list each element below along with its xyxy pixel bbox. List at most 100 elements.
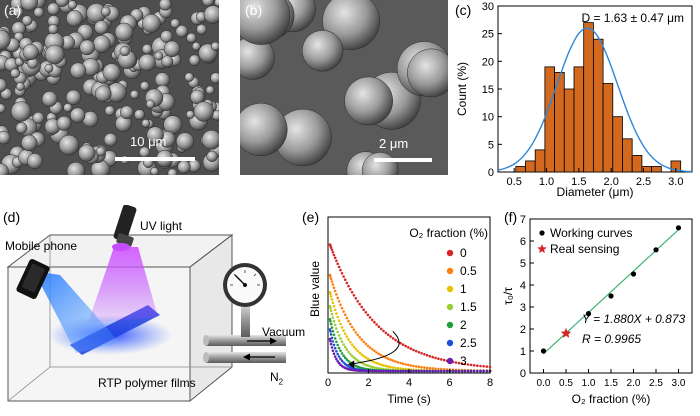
- microsphere: [142, 13, 161, 33]
- working-point: [630, 271, 637, 277]
- fit-r-value: R = 0.9965: [582, 332, 641, 346]
- microsphere: [66, 161, 86, 175]
- legend-marker-2.5: [446, 339, 454, 347]
- data-point-2.5: [333, 346, 337, 350]
- data-point-1: [349, 340, 352, 344]
- data-point-1.5: [364, 363, 368, 367]
- data-point-2: [360, 366, 363, 370]
- n2-text: N: [270, 370, 279, 384]
- microsphere: [0, 103, 6, 114]
- data-point-2.5: [330, 336, 334, 340]
- camera-view-beam: [34, 271, 120, 353]
- x-tick-label: 1.0: [582, 378, 596, 389]
- y-tick-label: 5: [488, 139, 494, 151]
- data-point-2.5: [332, 343, 336, 347]
- microsphere: [26, 153, 43, 170]
- data-point-0.5: [332, 286, 336, 289]
- data-point-2: [337, 346, 341, 350]
- data-point-1: [377, 362, 381, 366]
- microsphere: [104, 105, 115, 116]
- data-point-3: [375, 369, 378, 373]
- microsphere: [10, 68, 20, 79]
- microsphere: [10, 101, 32, 122]
- data-point-3: [352, 368, 356, 372]
- data-point-3: [414, 369, 418, 373]
- microsphere: [94, 85, 112, 103]
- working-point: [675, 225, 682, 231]
- x-tick-label: 1.5: [604, 378, 618, 389]
- data-point-2.5: [329, 330, 332, 333]
- data-point-0.5: [368, 346, 372, 349]
- data-point-1: [333, 308, 337, 312]
- data-point-0.5: [373, 349, 376, 353]
- data-point-1: [352, 345, 356, 349]
- data-point-3: [482, 369, 485, 373]
- microsphere: [44, 44, 65, 65]
- x-axis-label: O₂ fraction (%): [572, 392, 651, 406]
- microsphere: [0, 130, 11, 145]
- microsphere: [177, 160, 191, 174]
- n2-label: N2: [270, 370, 283, 386]
- data-point-2: [343, 356, 347, 359]
- panel-e-label: (e): [302, 209, 320, 225]
- data-point-3: [476, 369, 479, 373]
- data-point-1: [335, 312, 338, 315]
- data-point-0.5: [329, 277, 333, 281]
- legend-label-2.5: 2.5: [460, 336, 477, 350]
- data-point-3: [445, 369, 449, 373]
- histogram-bar: [651, 166, 662, 173]
- y-tick-label: 10: [482, 112, 494, 124]
- microsphere: [206, 150, 218, 162]
- data-point-0.5: [377, 352, 381, 356]
- data-point-3: [479, 369, 482, 373]
- data-point-0.5: [404, 363, 407, 366]
- data-point-1.5: [366, 364, 370, 367]
- gaussian-fit-line: [497, 27, 693, 173]
- data-point-3: [370, 369, 374, 373]
- data-point-0: [428, 354, 432, 358]
- data-point-0: [339, 268, 342, 272]
- data-point-1.5: [349, 352, 352, 356]
- data-point-1.5: [342, 343, 345, 346]
- data-point-3: [472, 369, 476, 373]
- data-point-1.5: [337, 334, 341, 337]
- data-point-3: [485, 369, 489, 373]
- microsphere: [69, 107, 86, 123]
- microsphere: [240, 0, 291, 45]
- data-point-0.5: [399, 361, 402, 365]
- data-point-0: [336, 262, 339, 266]
- data-point-1: [362, 354, 365, 358]
- microsphere: [163, 40, 181, 58]
- data-point-3: [384, 369, 388, 373]
- data-point-0.5: [330, 280, 334, 283]
- data-point-1: [337, 319, 341, 322]
- data-point-0.5: [409, 364, 413, 367]
- data-point-1: [375, 361, 378, 365]
- data-point-2: [339, 349, 342, 353]
- histogram-bar: [631, 154, 643, 173]
- y-axis-label: Blue value: [308, 261, 322, 317]
- data-point-1: [350, 343, 354, 346]
- histogram-bar: [622, 138, 633, 173]
- uv-lamp-icon: [113, 204, 137, 242]
- microsphere: [344, 76, 393, 126]
- data-point-0: [345, 281, 349, 285]
- data-point-3: [389, 369, 392, 373]
- microsphere: [154, 51, 164, 61]
- sem-microspheres-zoom: [240, 0, 448, 175]
- microsphere: [146, 126, 164, 144]
- legend-label-real: Real sensing: [550, 242, 619, 256]
- microsphere: [22, 43, 39, 61]
- data-point-3: [360, 369, 363, 373]
- microsphere: [129, 89, 140, 100]
- data-point-0: [407, 346, 410, 349]
- panel-f-label: (f): [504, 209, 518, 225]
- panel-d-schematic: (d) Mobile phone UV light Vacuum N2 RTP …: [0, 204, 322, 411]
- data-point-3: [386, 369, 390, 373]
- data-point-0: [440, 358, 443, 361]
- panel-c-label: (c): [455, 2, 472, 18]
- data-point-3: [437, 369, 440, 373]
- calibration-chart: 0.0 0.5 1.0 1.5 2.0 2.5 3.0 0 1 2 3 4 5 6 7 O₂ fraction…: [501, 214, 693, 406]
- data-point-2: [329, 322, 333, 326]
- microsphere: [361, 152, 399, 175]
